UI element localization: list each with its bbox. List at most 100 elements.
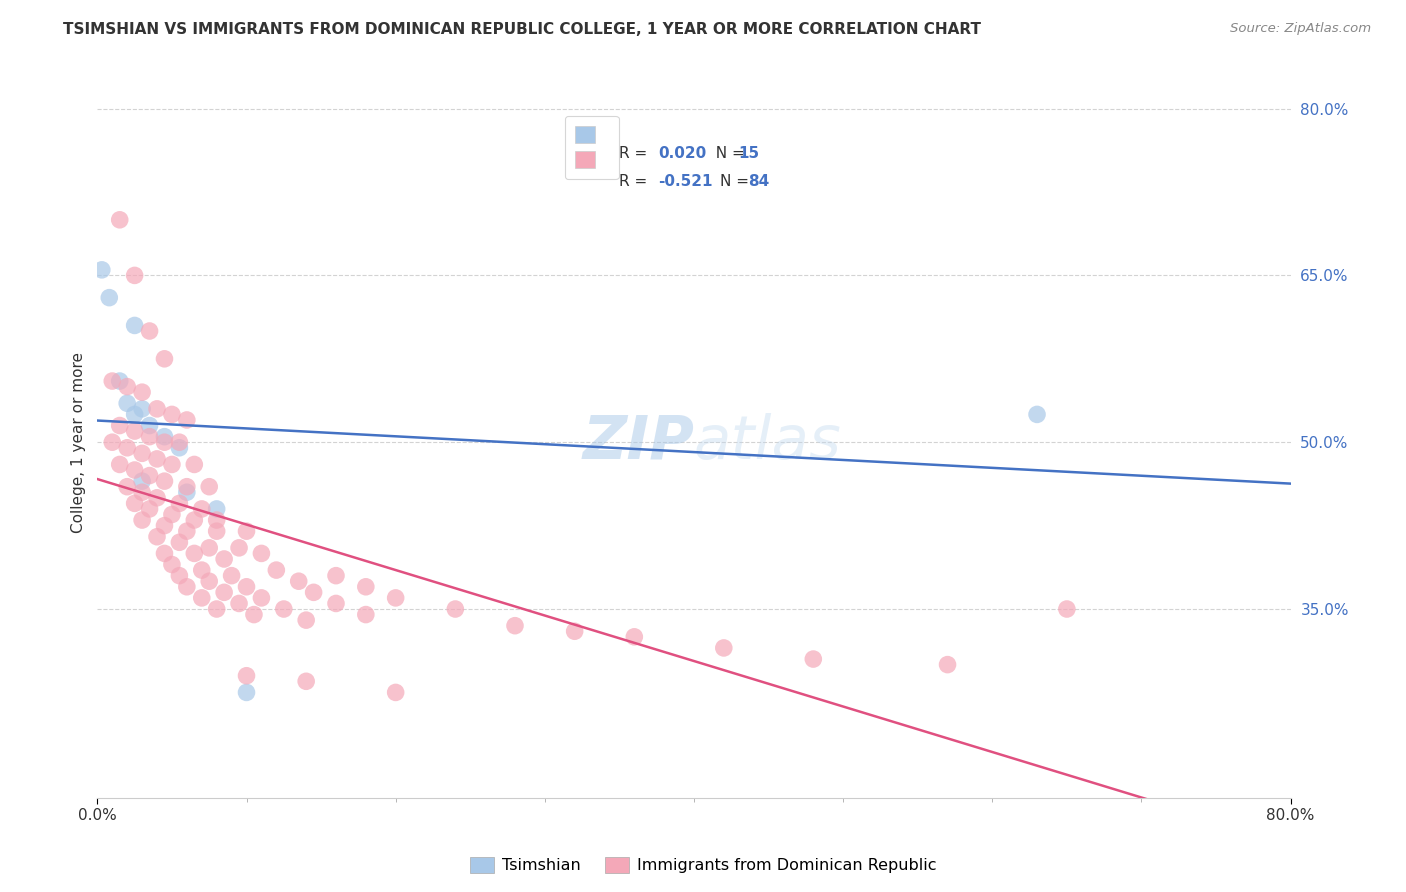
Point [295,613,318,627]
Text: R =: R = [619,146,652,161]
Point [146,451,169,466]
Point [183,513,205,527]
Point [212,552,235,566]
Point [131,485,153,500]
Point [228,541,250,555]
Point [101,374,124,388]
Point [176,480,198,494]
Point [354,607,377,622]
Point [115,441,138,455]
Point [124,408,146,422]
Point [325,597,347,611]
Point [169,568,191,582]
Point [384,591,406,605]
Text: N =: N = [720,174,754,189]
Point [160,558,183,572]
Text: 84: 84 [748,174,769,189]
Point [153,518,176,533]
Point [98,291,121,305]
Point [131,401,153,416]
Text: -0.521: -0.521 [658,174,713,189]
Point [169,496,191,510]
Y-axis label: College, 1 year or more: College, 1 year or more [72,351,86,533]
Point [153,435,176,450]
Point [295,674,318,689]
Point [169,535,191,549]
Point [160,458,183,472]
Text: Source: ZipAtlas.com: Source: ZipAtlas.com [1230,22,1371,36]
Point [131,385,153,400]
Point [1026,408,1049,422]
Point [713,640,735,655]
Point [146,530,169,544]
Point [190,591,212,605]
Text: 15: 15 [738,146,759,161]
Point [205,524,228,538]
Legend: Tsimshian, Immigrants from Dominican Republic: Tsimshian, Immigrants from Dominican Rep… [464,850,942,880]
Point [325,568,347,582]
Point [564,624,586,639]
Point [146,401,169,416]
Point [273,602,295,616]
Point [503,618,526,632]
Text: R =: R = [619,174,652,189]
Text: N =: N = [706,146,749,161]
Point [235,524,257,538]
Point [198,574,221,589]
Point [183,546,205,560]
Point [190,563,212,577]
Point [936,657,959,672]
Point [250,546,273,560]
Point [138,324,160,338]
Point [243,607,266,622]
Legend:  ,  : , [565,116,619,179]
Point [101,435,124,450]
Point [176,524,198,538]
Point [124,424,146,438]
Point [266,563,288,577]
Point [302,585,325,599]
Point [131,513,153,527]
Text: TSIMSHIAN VS IMMIGRANTS FROM DOMINICAN REPUBLIC COLLEGE, 1 YEAR OR MORE CORRELAT: TSIMSHIAN VS IMMIGRANTS FROM DOMINICAN R… [63,22,981,37]
Point [623,630,645,644]
Point [287,574,309,589]
Point [250,591,273,605]
Point [212,585,235,599]
Point [160,408,183,422]
Point [384,685,406,699]
Point [115,480,138,494]
Point [115,396,138,410]
Point [124,268,146,283]
Text: 0.020: 0.020 [658,146,706,161]
Point [205,602,228,616]
Point [183,458,205,472]
Point [198,480,221,494]
Point [198,541,221,555]
Point [354,580,377,594]
Point [138,502,160,516]
Point [90,263,112,277]
Text: atlas: atlas [695,413,842,472]
Point [176,580,198,594]
Point [205,502,228,516]
Point [228,597,250,611]
Point [190,502,212,516]
Point [131,446,153,460]
Point [108,418,131,433]
Point [205,513,228,527]
Point [221,568,243,582]
Point [153,351,176,366]
Point [146,491,169,505]
Point [169,435,191,450]
Point [138,418,160,433]
Point [108,212,131,227]
Point [131,474,153,488]
Point [235,669,257,683]
Point [124,318,146,333]
Point [124,496,146,510]
Point [160,508,183,522]
Point [153,430,176,444]
Point [1056,602,1078,616]
Point [124,463,146,477]
Point [176,485,198,500]
